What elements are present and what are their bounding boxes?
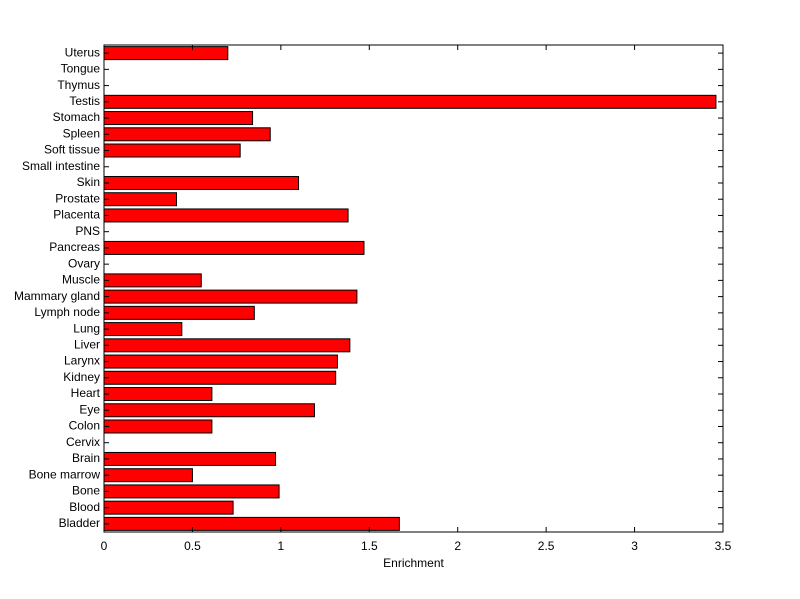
category-label: Thymus: [57, 78, 100, 92]
bar-liver: [103, 338, 351, 353]
category-label: Prostate: [55, 191, 100, 205]
bar-bladder: [103, 516, 400, 531]
bar-bone: [103, 484, 280, 499]
x-tick-label: 2: [454, 539, 461, 553]
category-label: Bone: [72, 484, 100, 498]
bar-muscle: [103, 273, 202, 288]
bar-brain: [103, 451, 277, 466]
bar-testis: [103, 94, 717, 109]
category-label: Testis: [69, 94, 100, 108]
category-label: Pancreas: [49, 240, 100, 254]
category-label: Kidney: [63, 370, 100, 384]
bar-bone-marrow: [103, 468, 193, 483]
category-label: PNS: [75, 224, 100, 238]
x-tick-label: 3: [631, 539, 638, 553]
bar-colon: [103, 419, 213, 434]
category-label: Larynx: [64, 354, 100, 368]
x-tick-label: 0.5: [184, 539, 201, 553]
bar-kidney: [103, 370, 337, 385]
category-label: Small intestine: [22, 159, 100, 173]
category-labels: Uterus Tongue Thymus Testis Stomach Spleen Sof…: [14, 45, 101, 530]
category-label: Bone marrow: [29, 467, 101, 481]
category-label: Bladder: [59, 516, 100, 530]
plot-frame: [103, 44, 724, 533]
category-label: Liver: [74, 337, 100, 351]
category-label: Stomach: [53, 110, 100, 124]
bar-lung: [103, 322, 183, 337]
category-label: Blood: [69, 500, 100, 514]
bar-placenta: [103, 208, 349, 223]
bar-larynx: [103, 354, 338, 369]
bar-stomach: [103, 111, 254, 126]
category-label: Tongue: [61, 62, 101, 76]
bar-pancreas: [103, 240, 365, 255]
bar-soft-tissue: [103, 143, 241, 158]
bar-lymph-node: [103, 305, 255, 320]
category-label: Soft tissue: [44, 143, 100, 157]
category-label: Ovary: [68, 256, 100, 270]
x-tick-label: 2.5: [538, 539, 555, 553]
category-label: Cervix: [66, 435, 100, 449]
category-label: Placenta: [53, 208, 100, 222]
bar-eye: [103, 403, 315, 418]
category-label: Muscle: [62, 273, 100, 287]
x-tick-label: 1: [278, 539, 285, 553]
bar-mammary-gland: [103, 289, 358, 304]
category-label: Mammary gland: [14, 289, 100, 303]
category-label: Spleen: [63, 126, 100, 140]
category-label: Uterus: [65, 45, 100, 59]
category-label: Lung: [73, 321, 100, 335]
bar-skin: [103, 175, 300, 190]
category-label: Heart: [71, 386, 101, 400]
category-label: Colon: [69, 419, 100, 433]
bar-blood: [103, 500, 234, 515]
bar-prostate: [103, 192, 178, 207]
category-label: Brain: [72, 451, 100, 465]
category-label: Eye: [79, 402, 100, 416]
x-axis-label: Enrichment: [383, 556, 444, 570]
bar-uterus: [103, 46, 229, 61]
category-label: Lymph node: [34, 305, 100, 319]
x-tick-label: 0: [101, 539, 108, 553]
bar-heart: [103, 387, 213, 402]
x-tick-labels: 0 0.5 1 1.5 2 2.5 3 3.5: [101, 539, 732, 553]
x-tick-label: 3.5: [715, 539, 732, 553]
bars: [103, 46, 717, 531]
bar-spleen: [103, 127, 271, 142]
category-label: Skin: [77, 175, 100, 189]
x-tick-label: 1.5: [361, 539, 378, 553]
